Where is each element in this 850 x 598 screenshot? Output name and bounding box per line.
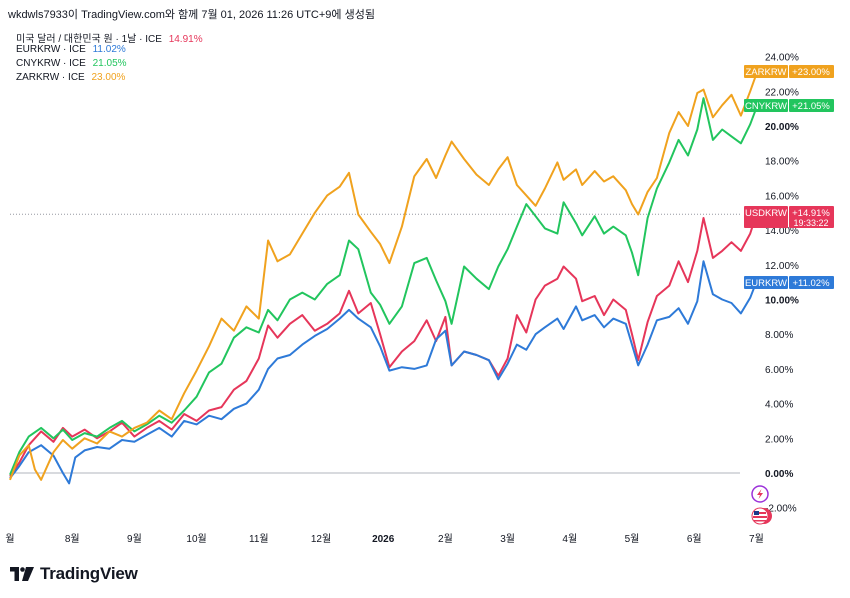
x-tick-label: 12월 (311, 533, 331, 545)
y-tick-label: 22.00% (765, 87, 799, 98)
price-badge-zarkrw: ZARKRW +23.00% (744, 65, 834, 78)
badge-countdown: 19:33:22 (793, 218, 828, 228)
x-tick-label: 6월 (687, 533, 702, 545)
legend-cnykrw[interactable]: CNYKRW · ICE 21.05% (16, 58, 127, 69)
x-tick-label: 11월 (249, 533, 269, 545)
x-tick-label: 월 (5, 533, 14, 545)
legend-zarkrw[interactable]: ZARKRW · ICE 23.00% (16, 72, 125, 83)
y-tick-label: 4.00% (765, 400, 793, 411)
chart-header-caption: wkdwls7933이 TradingView.com와 함께 7월 01, 2… (8, 9, 375, 21)
x-axis: 월 8월 9월 10월 11월 12월 2026 2월 3월 4월 5월 6월 7월 (5, 533, 763, 545)
x-tick-label: 4월 (562, 533, 577, 545)
legend-label: CNYKRW · ICE (16, 58, 86, 69)
grid-layer (10, 213, 740, 474)
us-flag-icon[interactable] (751, 507, 772, 525)
series-line-zarkrw[interactable] (9, 73, 758, 481)
series-line-eurkrw[interactable] (9, 260, 758, 485)
y-tick-label: 20.00% (765, 122, 799, 133)
x-tick-label: 3월 (500, 533, 515, 545)
x-tick-label: 5월 (625, 533, 640, 545)
y-tick-label: 10.00% (765, 296, 799, 307)
lightning-icon[interactable] (751, 485, 769, 503)
legend-label: ZARKRW · ICE (16, 72, 85, 83)
badge-value: +21.05% (792, 101, 830, 112)
x-tick-label: 8월 (65, 533, 80, 545)
legend-value: 23.00% (91, 72, 126, 83)
price-badge-eurkrw: EURKRW +11.02% (744, 276, 834, 289)
badge-value: +23.00% (792, 67, 830, 78)
legend-label: EURKRW · ICE (16, 44, 86, 55)
y-tick-label: -2.00% (765, 504, 797, 515)
y-tick-label: 16.00% (765, 191, 799, 202)
series-layer (9, 73, 758, 485)
badge-value: +11.02% (792, 278, 830, 289)
badge-symbol: ZARKRW (746, 67, 787, 78)
y-tick-label: 18.00% (765, 157, 799, 168)
price-badge-cnykrw: CNYKRW +21.05% (744, 99, 834, 112)
y-tick-label: 0.00% (765, 469, 793, 480)
y-tick-label: 14.00% (765, 226, 799, 237)
x-tick-label: 7월 (749, 533, 764, 545)
brand-logo[interactable]: TradingView (10, 564, 138, 584)
series-line-cnykrw[interactable] (9, 97, 758, 476)
legend-usdkrw[interactable]: 미국 달러 / 대한민국 원 · 1날 · ICE 14.91% (16, 30, 203, 45)
y-tick-label: 2.00% (765, 434, 793, 445)
price-badge-usdkrw: USDKRW +14.91%19:33:22 (744, 206, 834, 228)
badge-value: +14.91% (792, 208, 830, 219)
x-tick-label: 2월 (438, 533, 453, 545)
series-line-usdkrw[interactable] (9, 213, 758, 478)
y-tick-label: 24.00% (765, 53, 799, 64)
y-tick-label: 6.00% (765, 365, 793, 376)
x-tick-label: 9월 (127, 533, 142, 545)
badge-symbol: USDKRW (745, 208, 787, 219)
x-tick-label: 2026 (372, 534, 395, 545)
y-tick-label: 12.00% (765, 261, 799, 272)
tradingview-logo-icon (10, 567, 34, 581)
x-tick-label: 10월 (186, 533, 206, 545)
legend-eurkrw[interactable]: EURKRW · ICE 11.02% (16, 44, 126, 55)
brand-name: TradingView (40, 564, 138, 583)
y-tick-label: 8.00% (765, 330, 793, 341)
legend-value: 21.05% (92, 58, 127, 69)
badge-symbol: EURKRW (745, 278, 787, 289)
price-badges: ZARKRW +23.00%CNYKRW +21.05%USDKRW +14.91%1… (744, 65, 834, 289)
legend-value: 14.91% (168, 34, 203, 45)
y-axis: -2.00% 0.00% 2.00% 4.00% 6.00% 8.00% 10.00% 12.… (765, 53, 799, 515)
legend-value: 11.02% (92, 44, 126, 55)
legend-label: 미국 달러 / 대한민국 원 · 1날 · ICE (16, 34, 162, 45)
badge-symbol: CNYKRW (745, 101, 787, 112)
